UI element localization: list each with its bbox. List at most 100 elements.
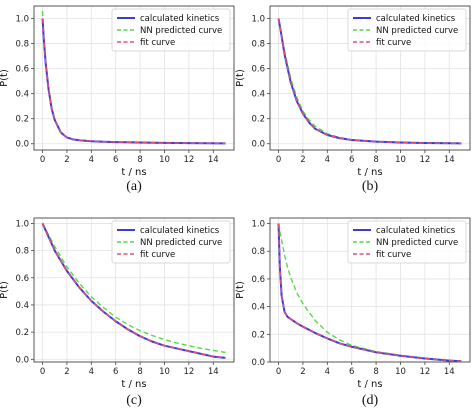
series-line-fit-curve (41, 18, 226, 145)
y-tick-label: 0.4 (15, 301, 29, 311)
panel-caption: (b) (362, 179, 379, 194)
x-axis-label: t / ns (121, 379, 146, 390)
x-tick-label: 8 (137, 155, 142, 165)
x-tick-label: 0 (276, 367, 281, 377)
series-line-fit-curve (41, 223, 226, 359)
axes-frame (269, 217, 471, 363)
y-tick-label: 0.2 (15, 328, 29, 338)
y-tick-label: 0.0 (251, 358, 265, 368)
legend-box (111, 220, 231, 264)
legend-label: NN predicted curve (140, 238, 222, 248)
y-axis-label: P(t) (235, 69, 246, 87)
panel-caption: (c) (126, 393, 142, 408)
x-tick-label: 2 (64, 155, 69, 165)
x-tick-label: 10 (159, 367, 170, 377)
y-axis-label: P(t) (235, 281, 246, 299)
legend-label: NN predicted curve (376, 238, 458, 248)
y-tick-label: 0.4 (251, 90, 265, 100)
x-tick-label: 0 (276, 155, 281, 165)
x-tick-label: 2 (300, 155, 305, 165)
x-tick-label: 12 (183, 367, 194, 377)
panel-caption: (d) (362, 393, 379, 408)
axes-frame (269, 5, 471, 151)
x-tick-label: 10 (395, 155, 406, 165)
legend-label: fit curve (140, 250, 175, 260)
legend-box (111, 8, 231, 52)
legend: calculated kinetics NN predicted curve fit… (111, 8, 231, 52)
legend: calculated kinetics NN predicted curve fit… (347, 8, 467, 52)
x-axis-label: t / ns (357, 379, 382, 390)
y-tick-label: 0.2 (251, 330, 265, 340)
x-tick-label: 6 (349, 155, 354, 165)
x-tick-label: 8 (137, 367, 142, 377)
legend-label: fit curve (376, 250, 411, 260)
y-axis-label: P(t) (0, 281, 10, 299)
x-tick-label: 6 (113, 367, 118, 377)
series-line-calculated-kinetics (277, 18, 462, 145)
x-tick-label: 8 (373, 367, 378, 377)
legend-label: fit curve (376, 38, 411, 48)
axes-frame (33, 5, 235, 151)
legend-label: NN predicted curve (376, 26, 458, 36)
y-tick-label: 1.0 (251, 220, 265, 230)
y-tick-label: 0.8 (251, 40, 265, 50)
panel-caption: (a) (126, 179, 142, 194)
legend-label: calculated kinetics (376, 226, 456, 236)
y-tick-label: 0.4 (251, 303, 265, 313)
y-tick-label: 1.0 (15, 15, 29, 25)
x-tick-label: 4 (325, 155, 330, 165)
y-tick-label: 0.8 (15, 247, 29, 257)
x-axis-label: t / ns (121, 167, 146, 178)
legend-label: NN predicted curve (140, 26, 222, 36)
series-line-fit-curve (277, 223, 462, 363)
x-tick-label: 2 (300, 367, 305, 377)
series-line-nn-predicted-curve (41, 223, 226, 354)
legend-label: calculated kinetics (140, 226, 220, 236)
legend-label: calculated kinetics (140, 14, 220, 24)
y-tick-label: 0.4 (15, 90, 29, 100)
y-tick-label: 1.0 (251, 15, 265, 25)
x-tick-label: 8 (373, 155, 378, 165)
y-tick-label: 0.2 (251, 115, 265, 125)
x-tick-label: 14 (208, 367, 219, 377)
x-tick-label: 0 (40, 367, 45, 377)
y-tick-label: 0.6 (15, 274, 29, 284)
x-tick-label: 10 (159, 155, 170, 165)
y-tick-label: 0.6 (15, 65, 29, 75)
x-tick-label: 4 (89, 367, 94, 377)
panel-a: 0 2 4 6 8 10 12 14 0.0 0.2 0.4 0.6 0.8 1.0 t / ns P(t) c… (0, 5, 235, 194)
axes-frame (33, 217, 235, 363)
x-tick-label: 2 (64, 367, 69, 377)
x-tick-label: 14 (444, 155, 455, 165)
x-tick-label: 6 (113, 155, 118, 165)
y-axis-label: P(t) (0, 69, 10, 87)
legend-label: fit curve (140, 38, 175, 48)
x-tick-label: 6 (349, 367, 354, 377)
panel-c: 0 2 4 6 8 10 12 14 0.0 0.2 0.4 0.6 0.8 1.0 t / ns P(t) c… (0, 217, 235, 408)
legend-box (347, 220, 467, 264)
x-tick-label: 12 (419, 155, 430, 165)
legend: calculated kinetics NN predicted curve fit… (111, 220, 231, 264)
x-tick-label: 14 (208, 155, 219, 165)
y-tick-label: 0.6 (251, 275, 265, 285)
y-tick-label: 1.0 (15, 219, 29, 229)
y-tick-label: 0.2 (15, 115, 29, 125)
y-tick-label: 0.0 (251, 140, 265, 150)
legend-label: calculated kinetics (376, 14, 456, 24)
y-tick-label: 0.0 (15, 140, 29, 150)
x-tick-label: 4 (89, 155, 94, 165)
series-line-nn-predicted-curve (277, 223, 462, 362)
x-tick-label: 4 (325, 367, 330, 377)
legend: calculated kinetics NN predicted curve fit… (347, 220, 467, 264)
x-tick-label: 14 (444, 367, 455, 377)
panel-d: 0 2 4 6 8 10 12 14 0.0 0.2 0.4 0.6 0.8 1.0 t / ns P(t) c… (235, 217, 471, 408)
y-tick-label: 0.8 (251, 247, 265, 257)
y-tick-label: 0.8 (15, 40, 29, 50)
x-tick-label: 12 (419, 367, 430, 377)
x-tick-label: 0 (40, 155, 45, 165)
x-axis-label: t / ns (357, 167, 382, 178)
x-tick-label: 12 (183, 155, 194, 165)
y-tick-label: 0.0 (15, 355, 29, 365)
x-tick-label: 10 (395, 367, 406, 377)
